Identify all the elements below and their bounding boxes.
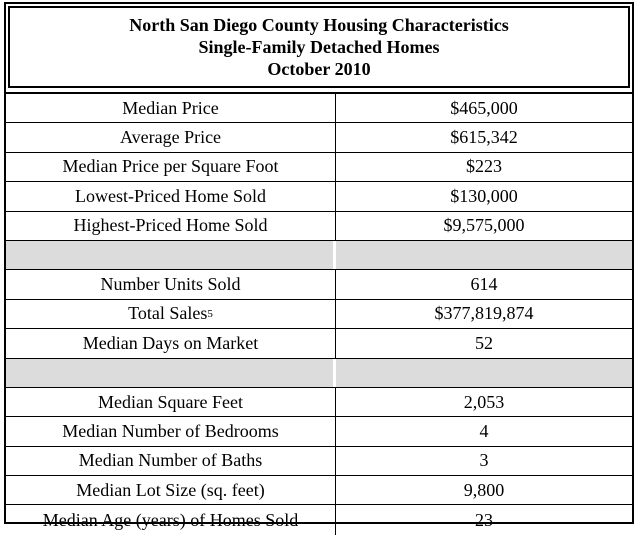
row-value: $377,819,874 [434,303,534,324]
spacer-row [6,240,632,271]
table-row: Median Square Feet 2,053 [6,387,632,418]
table-title: North San Diego County Housing Character… [8,6,630,88]
row-label: Median Age (years) of Homes Sold [6,505,336,535]
row-value: 52 [475,332,493,353]
row-value: 614 [470,274,498,295]
row-label: Average Price [6,123,336,152]
table-row: Median Number of Bedrooms 4 [6,417,632,447]
table-row: Median Lot Size (sq. feet) 9,800 [6,476,632,506]
row-value: $223 [466,156,502,177]
row-label: Highest-Priced Home Sold [6,211,336,240]
row-value: 2,053 [463,391,505,412]
row-value: $465,000 [450,97,518,118]
row-label: Median Number of Baths [6,446,336,476]
row-label: Median Square Feet [6,387,336,417]
table-row: Median Days on Market 52 [6,329,632,359]
row-label: Median Price per Square Foot [6,152,336,182]
housing-table: North San Diego County Housing Character… [4,2,634,535]
spacer-cell [6,240,336,270]
table-row: Median Price per Square Foot $223 [6,152,632,183]
row-value: $615,342 [450,127,518,148]
table-row: Median Number of Baths 3 [6,446,632,477]
spacer-row [6,358,632,388]
table-row: Median Price $465,000 [6,94,632,124]
title-line-3: October 2010 [267,59,371,79]
row-label: Median Number of Bedrooms [6,417,336,446]
row-value: 3 [479,450,489,471]
row-label: Median Days on Market [6,329,336,358]
spacer-cell [336,240,632,270]
row-label: Lowest-Priced Home Sold [6,182,336,211]
table-row: Average Price $615,342 [6,123,632,153]
row-value: $130,000 [450,185,518,206]
table-row: Total Sales 5 $377,819,874 [6,299,632,330]
table-body: Median Price $465,000 Average Price $615… [6,92,632,535]
table-row: Number Units Sold 614 [6,270,632,300]
title-line-1: North San Diego County Housing Character… [129,15,509,35]
table-row: Median Age (years) of Homes Sold 23 [6,505,632,535]
row-label: Median Price [6,94,336,123]
title-line-2: Single-Family Detached Homes [198,37,440,57]
row-value: 23 [475,509,493,530]
row-value: 4 [479,420,489,441]
row-label-with-footnote: Total Sales 5 [6,299,336,329]
spacer-cell [6,358,336,387]
table-row: Highest-Priced Home Sold $9,575,000 [6,211,632,241]
row-label: Number Units Sold [6,270,336,299]
row-value: $9,575,000 [443,215,525,236]
spacer-cell [336,358,632,387]
row-label: Median Lot Size (sq. feet) [6,476,336,505]
row-value: 9,800 [463,479,505,500]
table-row: Lowest-Priced Home Sold $130,000 [6,182,632,212]
row-label: Total Sales [128,303,208,324]
